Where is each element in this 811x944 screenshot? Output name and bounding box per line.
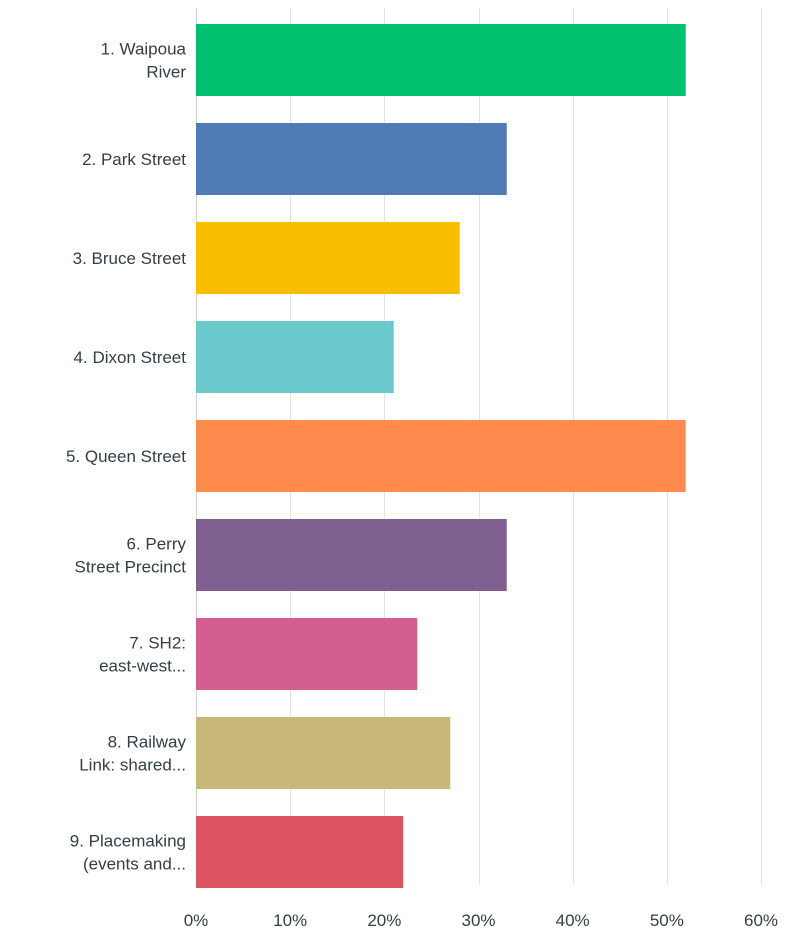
category-label-line: 3. Bruce Street xyxy=(73,249,187,268)
category-label-line: east-west... xyxy=(99,657,186,676)
bar-6[interactable] xyxy=(196,519,507,591)
category-label-line: 9. Placemaking xyxy=(70,832,186,851)
category-label-line: Link: shared... xyxy=(79,756,186,775)
bar-4[interactable] xyxy=(196,321,394,393)
category-label: 5. Queen Street xyxy=(66,447,186,466)
category-labels: 1. Waipoua River 2. Park Street 3. Bruce St… xyxy=(66,40,187,874)
category-label: 9. Placemaking (events and... xyxy=(70,832,186,874)
category-label-line: (events and... xyxy=(83,855,186,874)
category-label-line: 8. Railway xyxy=(108,733,187,752)
category-label-line: 2. Park Street xyxy=(82,150,186,169)
category-label-line: 4. Dixon Street xyxy=(74,348,187,367)
category-label-line: 6. Perry xyxy=(126,535,186,554)
bar-8[interactable] xyxy=(196,717,451,789)
category-label: 8. Railway Link: shared... xyxy=(79,733,186,775)
category-label: 4. Dixon Street xyxy=(74,348,187,367)
x-tick-label: 50% xyxy=(650,911,684,930)
category-label: 3. Bruce Street xyxy=(73,249,187,268)
category-label-line: Street Precinct xyxy=(75,558,187,577)
bar-1[interactable] xyxy=(196,24,686,96)
category-label-line: 7. SH2: xyxy=(129,634,186,653)
category-label: 6. Perry Street Precinct xyxy=(75,535,187,577)
bar-3[interactable] xyxy=(196,222,460,294)
category-label-line: 1. Waipoua xyxy=(101,40,187,59)
category-label: 2. Park Street xyxy=(82,150,186,169)
category-label-line: River xyxy=(146,63,186,82)
category-label: 7. SH2: east-west... xyxy=(99,634,186,676)
x-tick-label: 30% xyxy=(461,911,495,930)
bars xyxy=(196,24,686,888)
category-label: 1. Waipoua River xyxy=(101,40,187,82)
bar-7[interactable] xyxy=(196,618,418,690)
x-tick-label: 0% xyxy=(184,911,209,930)
bar-5[interactable] xyxy=(196,420,686,492)
bar-9[interactable] xyxy=(196,816,404,888)
x-tick-label: 60% xyxy=(744,911,778,930)
x-tick-label: 10% xyxy=(273,911,307,930)
bar-2[interactable] xyxy=(196,123,507,195)
x-axis-ticks: 0% 10% 20% 30% 40% 50% 60% xyxy=(184,911,778,930)
category-label-line: 5. Queen Street xyxy=(66,447,186,466)
x-tick-label: 40% xyxy=(556,911,590,930)
x-tick-label: 20% xyxy=(367,911,401,930)
